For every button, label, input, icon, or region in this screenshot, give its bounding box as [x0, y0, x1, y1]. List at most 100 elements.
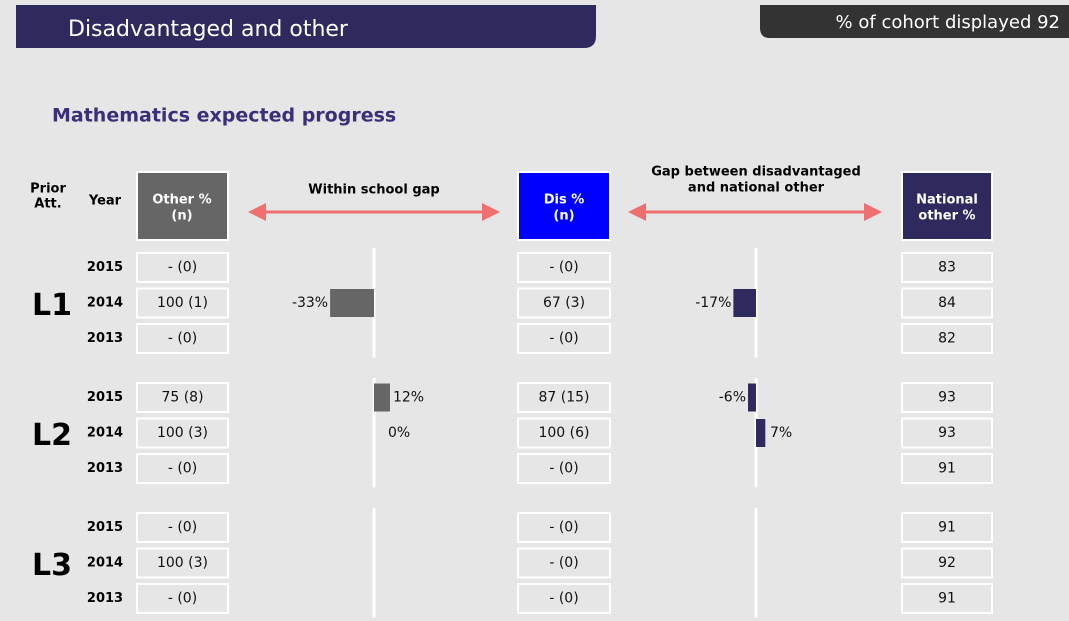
national-value: 91 — [938, 520, 956, 536]
dis-value: - (0) — [549, 520, 578, 536]
dis-cell — [517, 287, 611, 319]
national-cell — [901, 382, 993, 413]
within_gap-bar — [330, 289, 374, 317]
other-cell — [136, 417, 229, 449]
national-gap-header: and national other — [688, 181, 825, 196]
other-cell — [136, 323, 229, 354]
arrow-head — [248, 203, 266, 221]
other-value: - (0) — [168, 260, 197, 276]
title: Disadvantaged and other — [68, 17, 349, 42]
dis-header: Dis % — [544, 193, 585, 208]
dis-value: - (0) — [549, 461, 578, 477]
dis-value: - (0) — [549, 331, 578, 347]
national-value: 92 — [938, 555, 956, 571]
national-cell — [901, 512, 993, 543]
dis-cell — [517, 547, 611, 579]
year: 2015 — [87, 520, 123, 535]
other-value: - (0) — [168, 461, 197, 477]
dis-cell — [517, 323, 611, 354]
year: 2015 — [87, 260, 123, 275]
other-cell — [136, 583, 229, 614]
other-header: (n) — [171, 209, 192, 224]
national_gap-label: -6% — [719, 390, 746, 406]
year: 2014 — [87, 556, 123, 571]
year: 2013 — [87, 461, 123, 476]
group-label: L2 — [32, 418, 72, 453]
other-header: Other % — [152, 193, 211, 208]
dis-cell — [517, 512, 611, 543]
national-value: 84 — [938, 295, 956, 311]
group-label: L3 — [32, 548, 72, 583]
title-banner — [16, 5, 596, 48]
other-value: - (0) — [168, 591, 197, 607]
other-cell — [136, 512, 229, 543]
dis-value: - (0) — [549, 260, 578, 276]
other-cell — [136, 547, 229, 579]
prior-header: Prior — [30, 182, 66, 197]
arrow-head — [482, 203, 500, 221]
national_gap-bar — [756, 419, 766, 447]
cohort-text: % of cohort displayed 92 — [836, 12, 1060, 33]
national-cell — [901, 252, 993, 283]
national-value: 93 — [938, 425, 956, 441]
year-header: Year — [88, 194, 122, 209]
group-label: L1 — [32, 288, 72, 323]
national-value: 82 — [938, 331, 956, 347]
national_gap-bar — [733, 289, 756, 317]
other-cell — [136, 382, 229, 413]
national-header: other % — [918, 209, 975, 224]
prior-header: Att. — [34, 197, 61, 212]
dis-cell — [517, 583, 611, 614]
within-gap-header: Within school gap — [308, 183, 439, 198]
national-cell — [901, 323, 993, 354]
dis-cell — [517, 252, 611, 283]
national-gap-header: Gap between disadvantaged — [651, 165, 861, 180]
national-value: 83 — [938, 260, 956, 276]
dis-value: 100 (6) — [538, 425, 589, 441]
other-value: 100 (1) — [157, 295, 208, 311]
subtitle: Mathematics expected progress — [52, 105, 396, 127]
other-cell — [136, 252, 229, 283]
within_gap-label: 0% — [388, 425, 410, 441]
national-value: 91 — [938, 591, 956, 607]
national-cell — [901, 287, 993, 319]
national_gap-label: 7% — [770, 425, 792, 441]
dis-cell — [517, 453, 611, 484]
national-cell — [901, 583, 993, 614]
dis-value: 87 (15) — [538, 390, 589, 406]
year: 2015 — [87, 390, 123, 405]
year: 2013 — [87, 331, 123, 346]
arrow-head — [628, 203, 646, 221]
national-value: 93 — [938, 390, 956, 406]
national-cell — [901, 417, 993, 449]
within_gap-label: 12% — [393, 390, 424, 406]
national-cell — [901, 547, 993, 579]
year: 2014 — [87, 426, 123, 441]
dis-cell — [517, 382, 611, 413]
dis-value: 67 (3) — [543, 295, 585, 311]
dis-header-box — [517, 171, 611, 241]
cohort-badge — [760, 5, 1069, 38]
other-cell — [136, 287, 229, 319]
dis-value: - (0) — [549, 555, 578, 571]
other-header-box — [136, 171, 229, 241]
dis-header: (n) — [553, 209, 574, 224]
dis-value: - (0) — [549, 591, 578, 607]
national-header-box — [901, 171, 993, 241]
other-value: - (0) — [168, 331, 197, 347]
within_gap-label: -33% — [292, 295, 328, 311]
dis-cell — [517, 417, 611, 449]
national_gap-label: -17% — [695, 295, 731, 311]
year: 2014 — [87, 296, 123, 311]
other-cell — [136, 453, 229, 484]
national_gap-bar — [748, 383, 756, 412]
year: 2013 — [87, 591, 123, 606]
national-value: 91 — [938, 461, 956, 477]
arrow-head — [864, 203, 882, 221]
other-value: 75 (8) — [161, 390, 203, 406]
other-value: - (0) — [168, 520, 197, 536]
national-cell — [901, 453, 993, 484]
within_gap-bar — [374, 383, 390, 412]
